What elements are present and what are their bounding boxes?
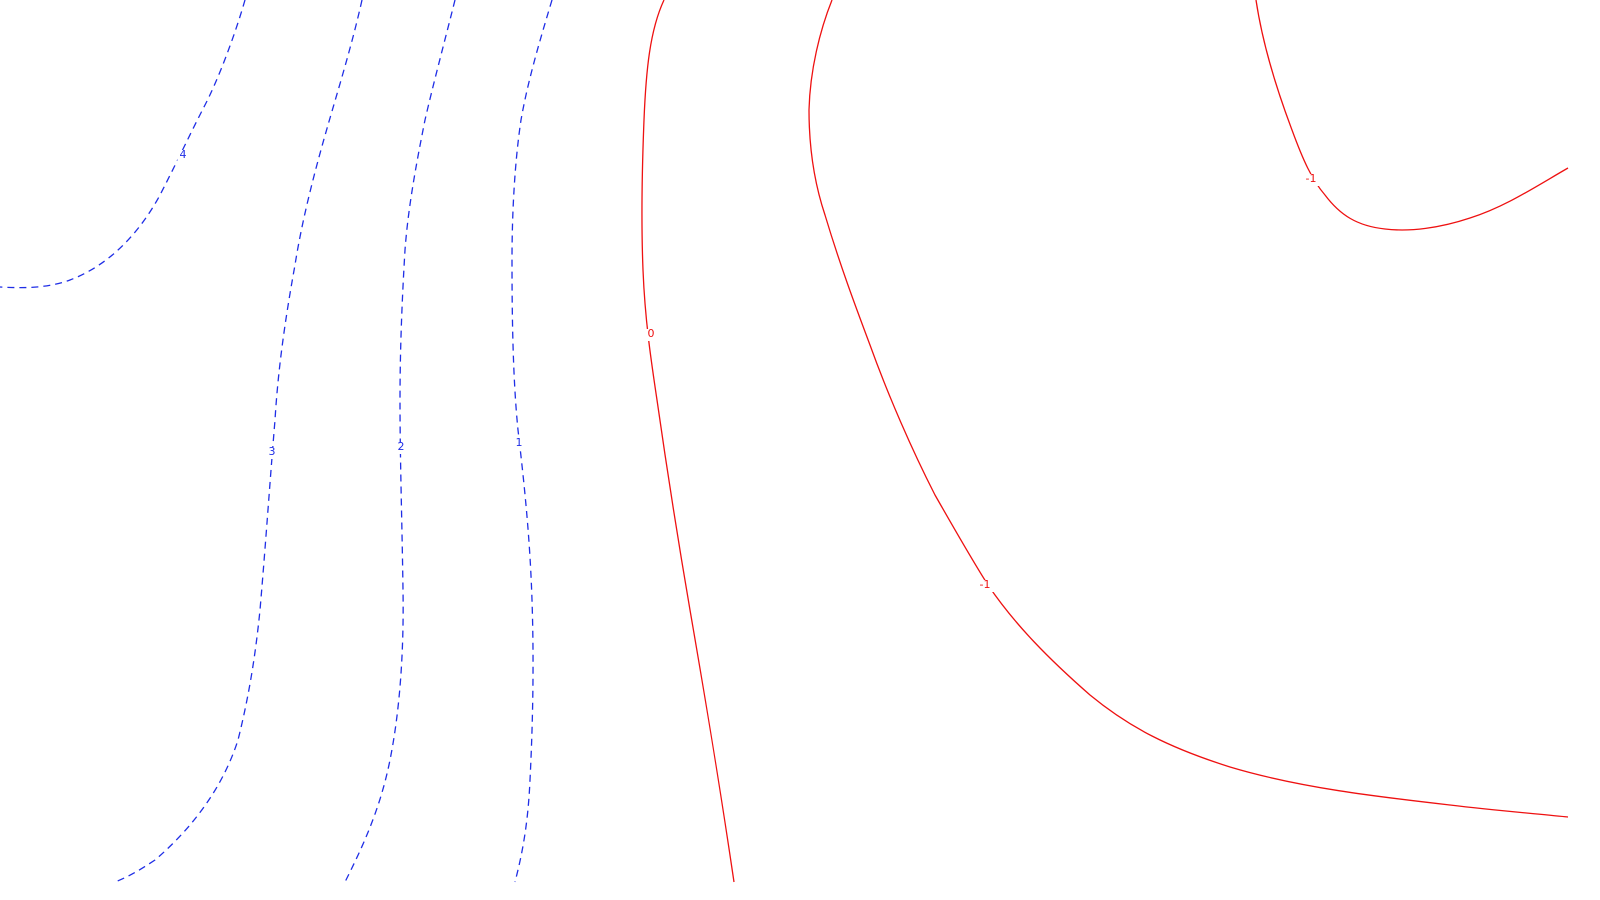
- contour-label-bg: [395, 442, 407, 454]
- contour-line-level-4: [0, 0, 246, 289]
- contour-label-bg: [1301, 174, 1321, 186]
- contour-line-level-2: [344, 0, 456, 883]
- contour-label-bg: [975, 580, 995, 592]
- contour-label-level-1: 1: [516, 436, 523, 449]
- contour-line-level-0: [641, 0, 735, 883]
- contour-line-level-1: [511, 0, 553, 883]
- contour-label-bg: [177, 150, 189, 162]
- contour-label-level-2: 2: [398, 440, 405, 453]
- contour-label-level-neg1-main: -1: [980, 578, 991, 591]
- contour-line-level-3: [114, 0, 363, 883]
- contour-label-bg: [645, 329, 657, 341]
- contour-line-level-neg1-corner: [1255, 0, 1569, 231]
- contour-line-level-neg1-main: [808, 0, 1569, 818]
- contour-label-level-3: 3: [269, 445, 276, 458]
- contour-label-level-neg1-corner: -1: [1306, 172, 1317, 185]
- contour-label-bg: [266, 447, 278, 459]
- contour-label-level-4: 4: [180, 148, 187, 161]
- contour-label-level-0: 0: [648, 327, 655, 340]
- contour-label-bg: [513, 438, 525, 450]
